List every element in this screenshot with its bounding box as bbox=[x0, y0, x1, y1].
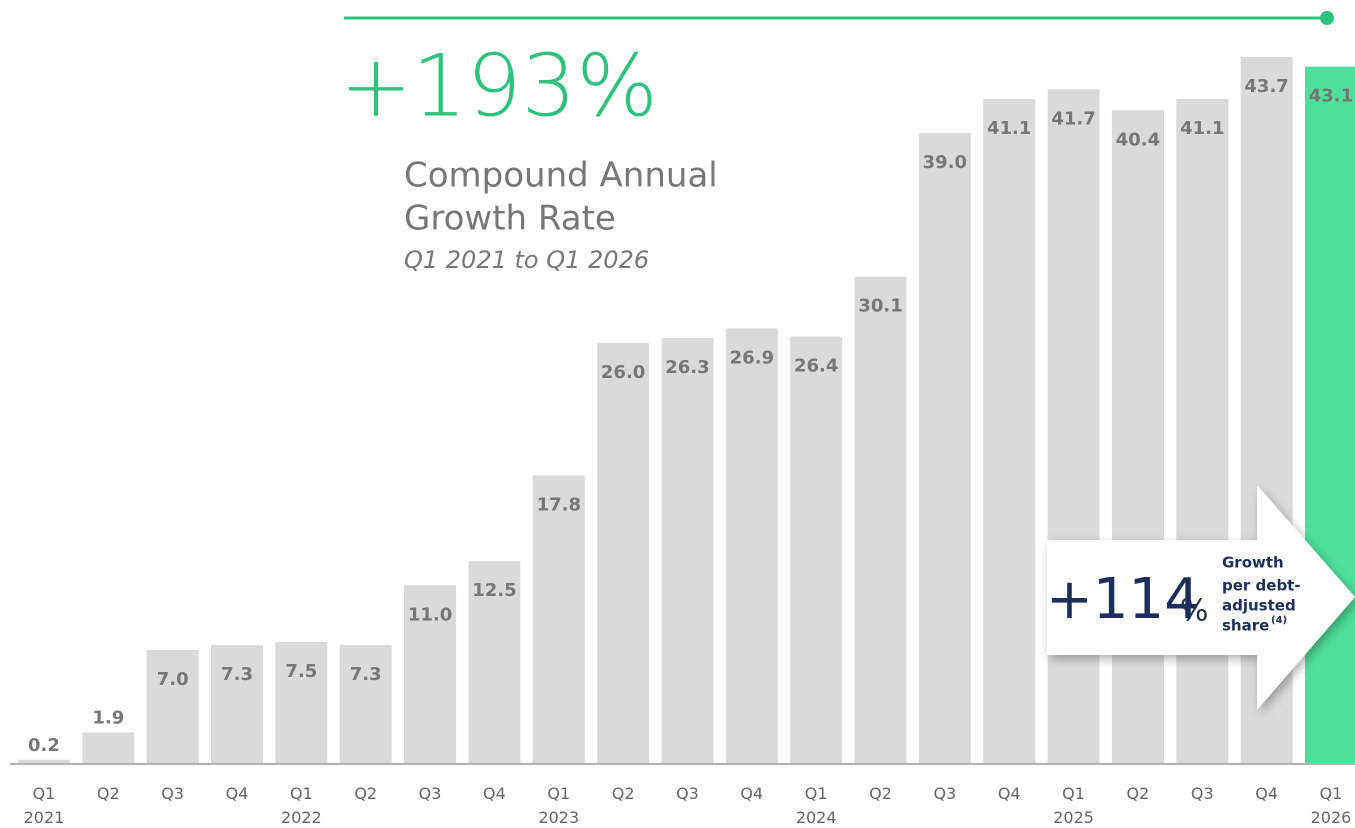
x-tick-label: Q2 bbox=[612, 784, 635, 803]
bar bbox=[1047, 89, 1100, 763]
callout-line: Growth bbox=[1222, 554, 1284, 572]
x-tick-label: Q3 bbox=[933, 784, 956, 803]
bar bbox=[1176, 99, 1229, 764]
headline-line: Compound Annual bbox=[404, 156, 718, 196]
callout-unit: % bbox=[1180, 594, 1209, 629]
value-label: 7.0 bbox=[157, 669, 189, 690]
x-tick-label: Q1 2022 bbox=[281, 784, 322, 827]
bar bbox=[211, 645, 264, 763]
bar bbox=[17, 759, 70, 763]
x-tick-label: Q4 bbox=[483, 784, 506, 803]
value-label: 41.7 bbox=[1051, 108, 1095, 129]
value-label: 7.3 bbox=[221, 664, 253, 685]
bar bbox=[1304, 66, 1355, 763]
value-label: 41.1 bbox=[1180, 118, 1224, 139]
x-tick-label: Q3 bbox=[161, 784, 184, 803]
headline-value: +193% bbox=[340, 37, 658, 137]
bar bbox=[1111, 110, 1164, 763]
x-tick-label: Q2 bbox=[1127, 784, 1150, 803]
bar bbox=[661, 338, 714, 763]
value-label: 39.0 bbox=[923, 152, 967, 173]
x-tick-label: Q1 2024 bbox=[796, 784, 837, 827]
value-label: 30.1 bbox=[858, 296, 902, 317]
bar bbox=[532, 475, 585, 763]
x-tick-label: Q1 2023 bbox=[538, 784, 579, 827]
value-label: 43.7 bbox=[1244, 76, 1288, 97]
bar bbox=[725, 328, 778, 763]
headline-line: Growth Rate bbox=[404, 199, 616, 239]
callout-footnote: (4) bbox=[1271, 615, 1287, 626]
value-label: 17.8 bbox=[537, 494, 581, 515]
value-label: 0.2 bbox=[28, 735, 60, 756]
x-tick-label: Q3 bbox=[1191, 784, 1214, 803]
bar bbox=[790, 336, 843, 763]
bar bbox=[983, 99, 1036, 764]
value-label: 11.0 bbox=[408, 604, 452, 625]
bar bbox=[275, 641, 328, 763]
value-label: 40.4 bbox=[1116, 129, 1160, 150]
bar bbox=[597, 342, 650, 763]
x-tick-label: Q1 2025 bbox=[1053, 784, 1094, 827]
value-label: 12.5 bbox=[472, 580, 516, 601]
bar bbox=[404, 585, 457, 763]
x-tick-label: Q4 bbox=[1255, 784, 1278, 803]
x-tick-label: Q1 2021 bbox=[24, 784, 65, 827]
value-label: 41.1 bbox=[987, 118, 1031, 139]
x-tick-label: Q2 bbox=[97, 784, 120, 803]
x-tick-label: Q3 bbox=[419, 784, 442, 803]
bar bbox=[918, 132, 971, 763]
x-tick-label: Q4 bbox=[226, 784, 249, 803]
value-label: 26.3 bbox=[665, 357, 709, 378]
value-label: 1.9 bbox=[92, 707, 124, 728]
value-label: 7.5 bbox=[285, 661, 317, 682]
callout-line: per debt- bbox=[1222, 577, 1301, 595]
x-tick-label: Q4 bbox=[998, 784, 1021, 803]
callout-arrow bbox=[1047, 485, 1355, 710]
x-tick-label: Q3 bbox=[676, 784, 699, 803]
x-tick-label: Q1 2026 bbox=[1311, 784, 1352, 827]
callout-line: adjusted bbox=[1222, 597, 1296, 615]
bar bbox=[82, 732, 135, 763]
value-label: 26.9 bbox=[730, 347, 774, 368]
bar bbox=[854, 276, 907, 763]
x-tick-label: Q2 bbox=[869, 784, 892, 803]
bar bbox=[339, 645, 392, 763]
headline-dot bbox=[1320, 11, 1334, 25]
headline-period: Q1 2021 to Q1 2026 bbox=[404, 246, 649, 274]
x-tick-label: Q4 bbox=[740, 784, 763, 803]
bar bbox=[146, 649, 199, 763]
bar bbox=[468, 561, 521, 763]
value-label: 26.4 bbox=[794, 355, 838, 376]
value-label: 26.0 bbox=[601, 362, 645, 383]
callout-line: share bbox=[1222, 617, 1269, 635]
value-label: 7.3 bbox=[350, 664, 382, 685]
value-label: 43.1 bbox=[1309, 86, 1353, 107]
x-tick-label: Q2 bbox=[354, 784, 377, 803]
callout-number: +114 bbox=[1046, 567, 1200, 632]
